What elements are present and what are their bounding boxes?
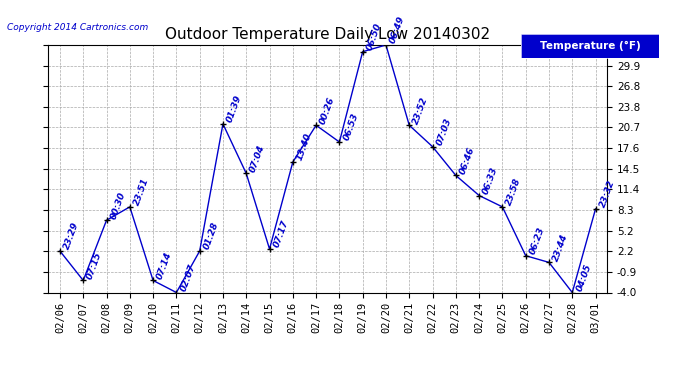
Text: 06:49: 06:49 bbox=[388, 15, 406, 45]
Text: 06:23: 06:23 bbox=[528, 226, 546, 256]
Text: 00:26: 00:26 bbox=[319, 95, 337, 125]
Text: 23:52: 23:52 bbox=[411, 95, 430, 125]
Text: 23:58: 23:58 bbox=[505, 177, 523, 207]
Text: 02:07: 02:07 bbox=[179, 262, 197, 292]
Text: 23:29: 23:29 bbox=[62, 221, 81, 251]
Text: 07:14: 07:14 bbox=[155, 251, 174, 280]
Text: 23:32: 23:32 bbox=[598, 179, 616, 209]
Title: Outdoor Temperature Daily Low 20140302: Outdoor Temperature Daily Low 20140302 bbox=[165, 27, 491, 42]
Text: 23:44: 23:44 bbox=[551, 232, 569, 262]
Text: 04:05: 04:05 bbox=[575, 262, 593, 292]
Text: 06:46: 06:46 bbox=[458, 146, 476, 176]
Text: Copyright 2014 Cartronics.com: Copyright 2014 Cartronics.com bbox=[7, 22, 148, 32]
Text: 07:04: 07:04 bbox=[248, 144, 267, 173]
Text: 01:39: 01:39 bbox=[226, 94, 244, 124]
Text: 00:30: 00:30 bbox=[109, 190, 127, 220]
Text: 06:53: 06:53 bbox=[342, 112, 360, 142]
Text: 23:51: 23:51 bbox=[132, 177, 150, 207]
Text: Temperature (°F): Temperature (°F) bbox=[540, 41, 640, 51]
Text: 07:03: 07:03 bbox=[435, 117, 453, 147]
Text: 06:50: 06:50 bbox=[365, 22, 383, 52]
Text: 07:17: 07:17 bbox=[272, 219, 290, 249]
Text: 07:15: 07:15 bbox=[86, 251, 104, 280]
Text: 06:33: 06:33 bbox=[482, 165, 500, 195]
Text: 13:40: 13:40 bbox=[295, 132, 313, 162]
Text: 01:28: 01:28 bbox=[202, 221, 220, 251]
